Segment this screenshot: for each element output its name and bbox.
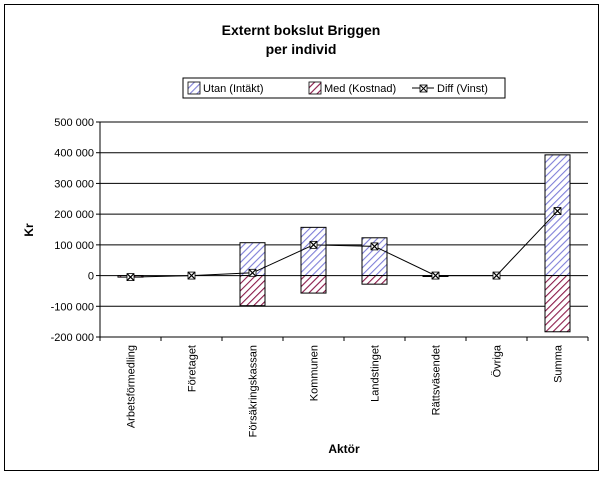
chart-title-line-2: per individ bbox=[266, 41, 337, 57]
marker-diff bbox=[248, 268, 257, 277]
legend-swatch-med bbox=[308, 81, 322, 95]
x-axis-label: Aktör bbox=[328, 442, 360, 456]
marker-diff-x bbox=[370, 242, 379, 251]
legend-box bbox=[182, 77, 506, 99]
y-tick-label: 200 000 bbox=[54, 209, 94, 221]
chart-title-line-1: Externt bokslut Briggen bbox=[222, 22, 381, 38]
y-tick-label: -200 000 bbox=[51, 332, 94, 344]
legend-swatch-utan bbox=[187, 81, 201, 95]
x-tick-label: Landstinget bbox=[370, 345, 382, 402]
legend-label-utan: Utan (Intäkt) bbox=[203, 83, 264, 95]
x-tick-label: Företaget bbox=[187, 345, 199, 392]
legend: Utan (Intäkt) Med (Kostnad) Diff (Vinst) bbox=[182, 77, 506, 99]
bar-med bbox=[361, 275, 388, 285]
line-diff bbox=[130, 210, 558, 278]
y-tick-label: 0 bbox=[88, 271, 94, 283]
y-tick-label: 100 000 bbox=[54, 240, 94, 252]
marker-diff bbox=[553, 207, 562, 215]
marker-diff bbox=[492, 271, 501, 280]
marker-diff-x bbox=[248, 268, 257, 277]
marker-diff bbox=[431, 271, 440, 280]
marker-diff bbox=[187, 271, 196, 280]
y-tick-label: 300 000 bbox=[54, 178, 94, 190]
x-tick-label: Kommunen bbox=[309, 345, 321, 401]
y-tick-label: -100 000 bbox=[51, 301, 94, 313]
marker-diff-x bbox=[309, 240, 318, 249]
plot-area: -200 000 -100 000 0 100 000 200 000 300 000 40… bbox=[51, 117, 589, 437]
marker-diff-x bbox=[126, 273, 135, 282]
x-tick-label: Försäkringskassan bbox=[248, 345, 260, 437]
x-tick-label: Summa bbox=[553, 344, 565, 383]
marker-diff bbox=[309, 240, 318, 249]
y-tick-label: 400 000 bbox=[54, 148, 94, 160]
marker-diff-x bbox=[553, 207, 562, 215]
x-tick-label: Övriga bbox=[492, 344, 504, 377]
marker-diff-x bbox=[431, 271, 440, 280]
bar-med bbox=[300, 275, 327, 294]
marker-diff bbox=[126, 273, 135, 282]
y-axis-label: Kr bbox=[22, 223, 36, 237]
legend-label-diff: Diff (Vinst) bbox=[437, 83, 488, 95]
marker-diff-x bbox=[492, 271, 501, 280]
bar-med bbox=[544, 275, 571, 333]
legend-label-med: Med (Kostnad) bbox=[324, 83, 396, 95]
y-tick-label: 500 000 bbox=[54, 117, 94, 129]
x-tick-label: Arbetsförmedling bbox=[126, 345, 138, 428]
legend-swatch-diff-x bbox=[419, 84, 428, 93]
marker-diff bbox=[370, 242, 379, 251]
bar-utan bbox=[544, 154, 571, 277]
bar-med bbox=[239, 275, 266, 307]
x-tick-label: Rättsväsendet bbox=[431, 345, 443, 415]
bar-utan bbox=[300, 226, 327, 277]
marker-diff-x bbox=[187, 271, 196, 280]
